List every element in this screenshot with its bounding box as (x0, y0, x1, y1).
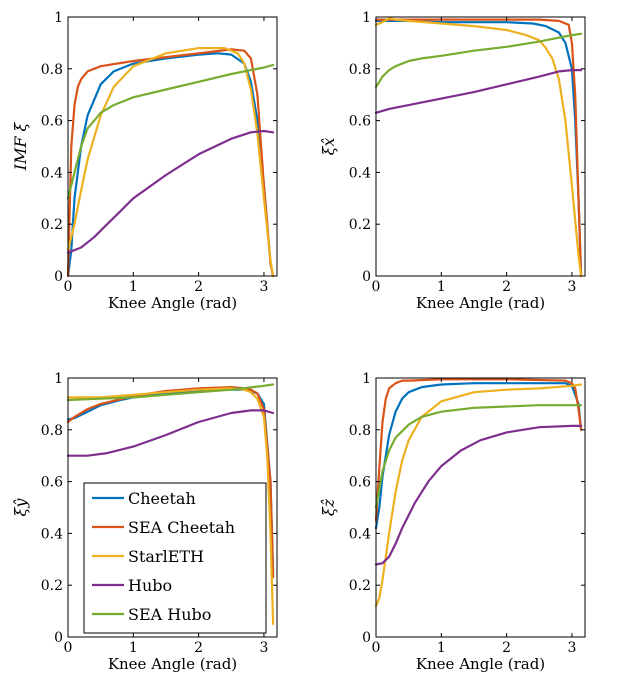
y-tick-label: 1 (54, 10, 63, 26)
y-tick-label: 0.2 (349, 578, 371, 594)
x-tick-label: 3 (567, 279, 576, 295)
x-tick-label: 3 (259, 640, 268, 656)
y-axis-label: ξẑ (319, 498, 338, 516)
y-tick-label: 0 (362, 630, 371, 646)
x-axis-label: Knee Angle (rad) (108, 655, 237, 673)
legend-label: SEA Hubo (128, 605, 211, 624)
axes-box (375, 16, 586, 277)
y-tick-label: 0.6 (349, 114, 371, 130)
series-line-hubo (374, 424, 583, 566)
series-line-starleth (374, 383, 583, 607)
x-tick-label: 3 (567, 640, 576, 656)
y-tick-label: 0.2 (41, 578, 63, 594)
y-tick-label: 0.4 (41, 165, 63, 181)
axes-box (375, 377, 586, 638)
legend-label: Cheetah (128, 489, 196, 508)
x-tick-label: 3 (259, 279, 268, 295)
x-axis-label: Knee Angle (rad) (108, 294, 237, 312)
series-line-hubo (66, 129, 275, 254)
x-tick-label: 0 (372, 279, 381, 295)
series-line-sea-hubo (374, 32, 583, 88)
series-line-starleth (66, 387, 275, 626)
x-tick-label: 1 (129, 640, 138, 656)
series-line-cheetah (374, 382, 583, 530)
x-axis-label: Knee Angle (rad) (416, 655, 545, 673)
x-tick-label: 1 (437, 640, 446, 656)
y-tick-label: 0.8 (41, 423, 63, 439)
y-tick-label: 0.2 (349, 217, 371, 233)
y-tick-label: 0 (362, 269, 371, 285)
y-axis-label: ξx̂ (319, 138, 338, 156)
series-line-starleth (374, 17, 583, 278)
series-line-sea-hubo (66, 63, 275, 200)
series-line-sea-cheetah (374, 18, 583, 278)
y-tick-label: 1 (362, 371, 371, 387)
y-tick-label: 0.6 (349, 475, 371, 491)
x-tick-label: 1 (437, 279, 446, 295)
series-line-cheetah (66, 388, 275, 574)
y-tick-label: 0.2 (41, 217, 63, 233)
series-line-sea-hubo (374, 404, 583, 509)
series-line-starleth (66, 47, 275, 278)
y-tick-label: 0 (54, 630, 63, 646)
series-line-sea-cheetah (66, 48, 275, 278)
series-line-cheetah (374, 19, 583, 278)
series-line-hubo (374, 69, 583, 114)
x-axis-label: Knee Angle (rad) (416, 294, 545, 312)
y-tick-label: 1 (54, 371, 63, 387)
y-tick-label: 0.8 (349, 62, 371, 78)
x-tick-label: 2 (194, 279, 203, 295)
axes-box (67, 16, 278, 277)
y-tick-label: 0.8 (349, 423, 371, 439)
x-tick-label: 2 (502, 640, 511, 656)
legend-box (83, 482, 267, 634)
axes-box (67, 377, 278, 638)
x-tick-label: 0 (372, 640, 381, 656)
legend-label: StarlETH (128, 547, 204, 566)
y-tick-label: 0 (54, 269, 63, 285)
legend-label: SEA Cheetah (128, 518, 235, 537)
x-tick-label: 1 (129, 279, 138, 295)
y-tick-label: 0.6 (41, 475, 63, 491)
series-line-hubo (66, 409, 275, 457)
x-tick-label: 0 (64, 279, 73, 295)
series-line-cheetah (66, 52, 275, 278)
y-tick-label: 0.4 (41, 526, 63, 542)
series-line-sea-cheetah (66, 386, 275, 579)
y-axis-label: ξŷ (11, 498, 30, 517)
y-tick-label: 0.4 (349, 526, 371, 542)
y-tick-label: 1 (362, 10, 371, 26)
y-tick-label: 0.6 (41, 114, 63, 130)
x-tick-label: 2 (194, 640, 203, 656)
legend-label: Hubo (128, 576, 172, 595)
series-line-sea-cheetah (374, 378, 583, 522)
x-tick-label: 0 (64, 640, 73, 656)
y-tick-label: 0.8 (41, 62, 63, 78)
y-tick-label: 0.4 (349, 165, 371, 181)
series-line-sea-hubo (66, 383, 275, 402)
legend: Cheetah SEA Cheetah StarlETH Hubo SEA Hubo (83, 482, 267, 634)
x-tick-label: 2 (502, 279, 511, 295)
y-axis-label: IMF ξ (11, 121, 30, 171)
